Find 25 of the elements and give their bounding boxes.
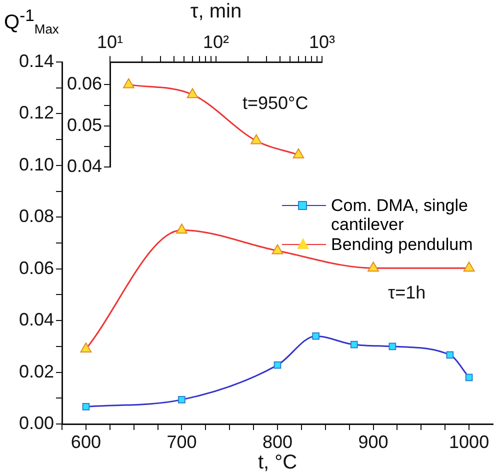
x-tick-label: 700: [166, 432, 197, 452]
x-tick-label: 1000: [449, 432, 490, 452]
legend-label: Bending pendulum: [331, 235, 473, 254]
y-tick-label: 0.06: [18, 258, 54, 278]
y-tick-label: 0.05: [66, 114, 102, 135]
x-tick-label: 800: [262, 432, 293, 452]
x-tick-label: 10¹: [96, 32, 124, 52]
y-tick-label: 0.08: [18, 206, 54, 226]
y-tick-label: 0.02: [18, 361, 54, 382]
y-tick-label: 0.14: [18, 50, 54, 71]
y-tick-label: 0.04: [18, 310, 54, 330]
y-tick-label: 0.04: [66, 156, 102, 176]
annotation: τ=1h: [388, 282, 426, 303]
y-tick-label: 0.10: [18, 154, 54, 174]
legend-label: Com. DMA, single cantilever: [331, 196, 469, 234]
x-tick-label: 10²: [202, 32, 230, 52]
x-axis-title: τ, min: [190, 0, 242, 23]
x-tick-label: 10³: [308, 32, 336, 52]
y-tick-label: 0.12: [18, 102, 54, 123]
x-tick-label: 600: [70, 432, 101, 452]
text: 0.00: [18, 412, 54, 433]
annotation: t=950°C: [242, 93, 308, 114]
x-tick-label: 900: [358, 432, 388, 452]
y-tick-label: 0.06: [66, 74, 102, 94]
x-axis-title: t, °C: [258, 452, 298, 474]
